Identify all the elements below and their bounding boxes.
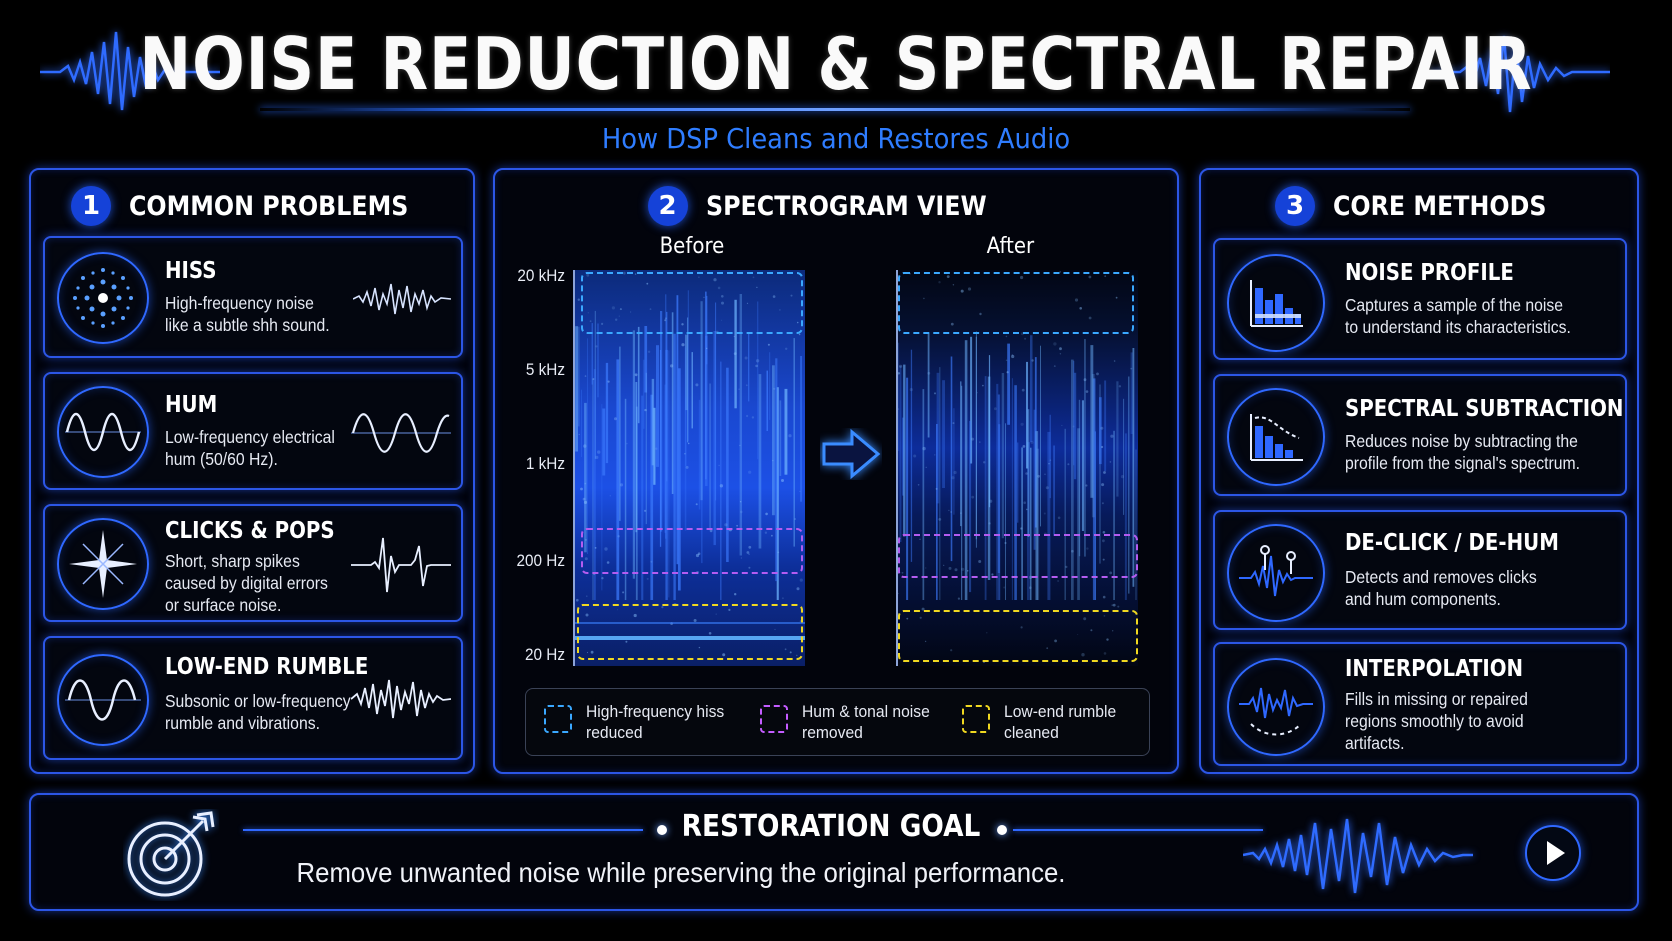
bar-chart-icon: [1227, 254, 1325, 352]
legend-item-hiss: High-frequency hiss reduced: [544, 701, 736, 743]
panel-title: COMMON PROBLEMS: [129, 190, 409, 222]
page-title: NOISE REDUCTION & SPECTRAL REPAIR: [139, 22, 1533, 106]
goal-waveform-icon: [1243, 818, 1473, 894]
low-wave-icon: [57, 654, 149, 746]
method-card-spectral-subtraction: SPECTRAL SUBTRACTION Reduces noise by su…: [1213, 374, 1627, 496]
method-desc: Captures a sample of the noise to underst…: [1345, 295, 1571, 337]
problem-desc: Low-frequency electrical hum (50/60 Hz).: [165, 427, 335, 469]
hiss-burst-icon: [57, 252, 149, 344]
legend-text: Hum & tonal noise removed: [802, 702, 930, 742]
axis-tick: 1 kHz: [525, 454, 565, 473]
sine-wave-icon: [57, 386, 149, 478]
problem-desc: Subsonic or low-frequency rumble and vibr…: [165, 691, 351, 733]
restoration-goal-banner: RESTORATION GOAL Remove unwanted noise w…: [29, 793, 1639, 911]
waveform-right-icon: [1430, 35, 1610, 113]
method-title: DE-CLICK / DE-HUM: [1345, 530, 1559, 556]
goal-divider-right: [1013, 829, 1263, 831]
method-card-interpolation: INTERPOLATION Fills in missing or repair…: [1213, 642, 1627, 766]
step-number: 3: [1275, 186, 1315, 226]
method-title: INTERPOLATION: [1345, 656, 1524, 682]
rumble-region-marker: [577, 604, 803, 660]
goal-dot-right: [997, 825, 1007, 835]
method-desc: Reduces noise by subtracting the profile …: [1345, 431, 1580, 473]
axis-tick: 20 Hz: [525, 645, 565, 664]
problem-card-hum: HUM Low-frequency electrical hum (50/60 H…: [43, 372, 463, 490]
spectrogram-legend: High-frequency hiss reduced Hum & tonal n…: [525, 688, 1150, 756]
hum-region-marker: [581, 528, 803, 574]
problem-card-rumble: LOW-END RUMBLE Subsonic or low-frequency…: [43, 636, 463, 760]
legend-swatch: [760, 705, 788, 733]
interpolation-wave-icon: [1227, 658, 1325, 756]
waveform-left-icon: [40, 31, 220, 111]
method-title: SPECTRAL SUBTRACTION: [1345, 396, 1624, 422]
problem-title: HUM: [165, 392, 218, 418]
panel-core-methods: 3 CORE METHODS NOISE PROFILE Captures a …: [1199, 168, 1639, 774]
method-title: NOISE PROFILE: [1345, 260, 1514, 286]
panel-header: 3 CORE METHODS: [1201, 184, 1637, 228]
panel-common-problems: 1 COMMON PROBLEMS HISS High-frequency no…: [29, 168, 475, 774]
after-label: After: [986, 234, 1035, 259]
clicks-waveform-icon: [351, 537, 451, 593]
hiss-region-marker: [581, 272, 803, 334]
rumble-waveform-icon: [351, 679, 451, 719]
header: NOISE REDUCTION & SPECTRAL REPAIR How DS…: [0, 0, 1672, 160]
legend-text: Low-end rumble cleaned: [1004, 702, 1117, 742]
declick-wave-icon: [1227, 524, 1325, 622]
axis-tick: 5 kHz: [525, 360, 565, 379]
problem-title: CLICKS & POPS: [165, 518, 335, 544]
spark-icon: [57, 518, 149, 610]
problem-card-hiss: HISS High-frequency noise like a subtle s…: [43, 236, 463, 358]
legend-item-rumble: Low-end rumble cleaned: [962, 701, 1126, 743]
problem-title: HISS: [165, 258, 217, 284]
play-icon: [1547, 841, 1565, 865]
panel-title: SPECTROGRAM VIEW: [705, 190, 987, 222]
problem-desc: Short, sharp spikes caused by digital err…: [165, 551, 328, 615]
problem-title: LOW-END RUMBLE: [165, 654, 369, 680]
play-button[interactable]: [1525, 825, 1581, 881]
legend-item-hum: Hum & tonal noise removed: [760, 701, 941, 743]
page-subtitle: How DSP Cleans and Restores Audio: [601, 122, 1071, 155]
method-card-noise-profile: NOISE PROFILE Captures a sample of the n…: [1213, 238, 1627, 360]
legend-text: High-frequency hiss reduced: [586, 702, 725, 742]
step-number: 1: [71, 186, 111, 226]
rumble-region-marker: [898, 610, 1138, 662]
method-desc: Fills in missing or repaired regions smoo…: [1345, 689, 1528, 753]
arrow-right-icon: [822, 428, 881, 480]
method-card-declick-dehum: DE-CLICK / DE-HUM Detects and removes cl…: [1213, 510, 1627, 630]
goal-title: RESTORATION GOAL: [681, 809, 981, 844]
step-number: 2: [647, 186, 688, 226]
before-label: Before: [659, 234, 725, 259]
axis-tick: 20 kHz: [517, 266, 565, 285]
spectrogram-after: [896, 270, 1138, 666]
title-divider: [260, 108, 1410, 111]
hiss-region-marker: [898, 272, 1134, 334]
method-desc: Detects and removes clicks and hum compon…: [1345, 567, 1537, 609]
axis-tick: 200 Hz: [516, 551, 565, 570]
problem-desc: High-frequency noise like a subtle shh so…: [165, 293, 330, 335]
goal-divider-left: [243, 829, 643, 831]
spectrogram-before: [573, 270, 805, 666]
hum-region-marker: [898, 534, 1138, 578]
panel-header: 2 SPECTROGRAM VIEW: [495, 184, 1177, 228]
subtraction-chart-icon: [1227, 388, 1325, 486]
legend-swatch: [544, 705, 572, 733]
legend-swatch: [962, 705, 990, 733]
problem-card-clicks: CLICKS & POPS Short, sharp spikes caused …: [43, 504, 463, 622]
target-arrow-icon: [127, 811, 215, 897]
hum-waveform-icon: [351, 413, 451, 453]
panel-header: 1 COMMON PROBLEMS: [31, 184, 473, 228]
panel-title: CORE METHODS: [1333, 190, 1547, 222]
hiss-waveform-icon: [353, 283, 451, 315]
goal-text: Remove unwanted noise while preserving t…: [296, 857, 1066, 888]
goal-dot-left: [657, 825, 667, 835]
